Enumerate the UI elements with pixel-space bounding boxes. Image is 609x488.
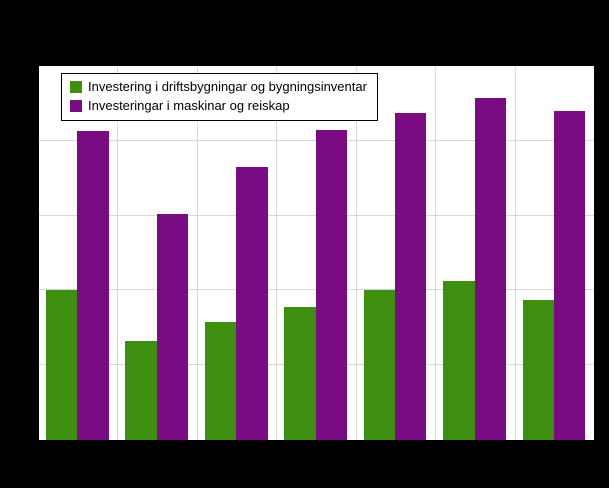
bar-maskinar bbox=[553, 110, 586, 440]
bar-group bbox=[436, 66, 516, 440]
legend: Investering i driftsbygningar og bygning… bbox=[61, 73, 378, 121]
bar-driftsbygningar bbox=[363, 290, 396, 440]
bar-driftsbygningar bbox=[443, 281, 475, 440]
legend-swatch bbox=[70, 100, 82, 113]
legend-item-driftsbygningar: Investering i driftsbygningar og bygning… bbox=[70, 79, 367, 94]
bar-maskinar bbox=[395, 112, 427, 440]
bar-driftsbygningar bbox=[204, 322, 237, 440]
bar-driftsbygningar bbox=[46, 290, 78, 440]
bar-group bbox=[118, 66, 198, 440]
bar-groups bbox=[39, 66, 594, 440]
bar-maskinar bbox=[77, 131, 109, 440]
plot-area: Investering i driftsbygningar og bygning… bbox=[38, 65, 595, 441]
bar-group bbox=[516, 66, 594, 440]
bar-group bbox=[39, 66, 119, 440]
bar-group bbox=[198, 66, 278, 440]
bar-driftsbygningar bbox=[522, 299, 554, 440]
legend-swatch bbox=[70, 81, 82, 94]
bar-maskinar bbox=[315, 129, 348, 440]
legend-label: Investering i driftsbygningar og bygning… bbox=[88, 79, 367, 94]
legend-item-maskinar: Investeringar i maskinar og reiskap bbox=[70, 98, 367, 114]
bar-maskinar bbox=[474, 97, 506, 440]
bar-driftsbygningar bbox=[125, 340, 157, 440]
bar-group bbox=[277, 66, 357, 440]
bar-group bbox=[357, 66, 437, 440]
bar-driftsbygningar bbox=[284, 307, 316, 440]
legend-label: Investeringar i maskinar og reiskap bbox=[88, 98, 290, 114]
bar-maskinar bbox=[236, 166, 268, 440]
bar-maskinar bbox=[156, 213, 189, 440]
